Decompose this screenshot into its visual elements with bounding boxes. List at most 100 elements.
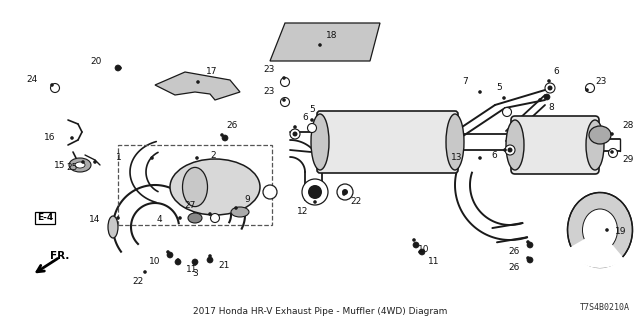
Text: 15: 15	[54, 161, 65, 170]
Text: 7: 7	[462, 77, 468, 86]
Circle shape	[143, 270, 147, 274]
Circle shape	[503, 148, 507, 152]
Ellipse shape	[446, 114, 464, 170]
Ellipse shape	[75, 162, 85, 168]
Circle shape	[527, 257, 533, 263]
Text: 28: 28	[622, 122, 634, 131]
Circle shape	[280, 77, 289, 86]
Ellipse shape	[506, 120, 524, 170]
Text: 26: 26	[509, 263, 520, 273]
Circle shape	[605, 228, 609, 232]
Circle shape	[116, 216, 120, 220]
Text: 19: 19	[615, 228, 627, 236]
Ellipse shape	[589, 126, 611, 144]
Circle shape	[586, 84, 595, 92]
Polygon shape	[155, 72, 240, 100]
Text: 20: 20	[91, 58, 102, 67]
Text: 21: 21	[218, 261, 229, 270]
Circle shape	[292, 132, 298, 137]
Text: 23: 23	[264, 87, 275, 97]
Circle shape	[505, 145, 515, 155]
Ellipse shape	[568, 193, 632, 268]
Circle shape	[610, 150, 614, 154]
Circle shape	[118, 66, 122, 70]
Circle shape	[545, 83, 555, 93]
Circle shape	[290, 129, 300, 139]
Circle shape	[175, 259, 181, 265]
Text: 1: 1	[116, 154, 122, 163]
Text: T7S4B0210A: T7S4B0210A	[580, 303, 630, 312]
Text: 4: 4	[156, 215, 162, 225]
Circle shape	[547, 79, 551, 83]
Polygon shape	[270, 23, 380, 61]
Circle shape	[310, 118, 314, 122]
Text: 25: 25	[67, 164, 78, 172]
Text: 10: 10	[148, 258, 160, 267]
Circle shape	[547, 85, 552, 91]
Circle shape	[222, 135, 228, 141]
Circle shape	[307, 124, 317, 132]
Ellipse shape	[182, 167, 207, 207]
Circle shape	[166, 250, 170, 254]
Ellipse shape	[311, 114, 329, 170]
Circle shape	[291, 130, 300, 139]
Circle shape	[302, 179, 328, 205]
Text: 18: 18	[326, 30, 337, 39]
Circle shape	[207, 257, 213, 263]
Text: 17: 17	[206, 68, 218, 76]
Circle shape	[195, 156, 199, 160]
Circle shape	[508, 148, 513, 153]
Text: E-4: E-4	[37, 213, 53, 222]
Circle shape	[478, 90, 482, 94]
Ellipse shape	[188, 213, 202, 223]
Ellipse shape	[108, 216, 118, 238]
Circle shape	[610, 132, 614, 136]
Circle shape	[609, 148, 618, 157]
Circle shape	[526, 256, 530, 260]
Ellipse shape	[586, 120, 604, 170]
Text: FR.: FR.	[50, 251, 69, 261]
Circle shape	[70, 136, 74, 140]
Circle shape	[220, 133, 224, 137]
Text: 8: 8	[548, 103, 554, 113]
Text: 9: 9	[244, 196, 250, 204]
Circle shape	[150, 156, 154, 160]
Circle shape	[50, 83, 54, 87]
Circle shape	[478, 156, 482, 160]
Circle shape	[318, 43, 322, 47]
Circle shape	[413, 242, 419, 248]
Text: 22: 22	[132, 277, 143, 286]
Text: 2: 2	[210, 150, 216, 159]
Circle shape	[192, 259, 198, 265]
Text: 11: 11	[428, 258, 440, 267]
Circle shape	[93, 160, 97, 164]
Text: 6: 6	[492, 150, 497, 159]
Circle shape	[115, 65, 121, 71]
Circle shape	[282, 76, 286, 80]
Ellipse shape	[231, 207, 249, 217]
Text: 5: 5	[496, 84, 502, 92]
Ellipse shape	[69, 158, 91, 172]
Circle shape	[412, 238, 416, 242]
Circle shape	[208, 212, 212, 216]
Circle shape	[51, 84, 60, 92]
Text: 12: 12	[296, 207, 308, 217]
Circle shape	[544, 94, 550, 100]
Circle shape	[280, 98, 289, 107]
Circle shape	[211, 213, 220, 222]
Circle shape	[585, 88, 589, 92]
Text: 24: 24	[27, 76, 38, 84]
Text: 23: 23	[264, 66, 275, 75]
Wedge shape	[567, 230, 625, 268]
Text: 13: 13	[451, 154, 462, 163]
Text: 2017 Honda HR-V Exhaust Pipe - Muffler (4WD) Diagram: 2017 Honda HR-V Exhaust Pipe - Muffler (…	[193, 307, 447, 316]
FancyBboxPatch shape	[317, 111, 458, 173]
Circle shape	[526, 240, 530, 244]
Text: 3: 3	[192, 269, 198, 278]
Circle shape	[282, 98, 286, 102]
Circle shape	[527, 242, 533, 248]
Text: 16: 16	[44, 133, 55, 142]
Text: 23: 23	[595, 77, 606, 86]
Circle shape	[308, 185, 322, 199]
Ellipse shape	[582, 209, 618, 251]
